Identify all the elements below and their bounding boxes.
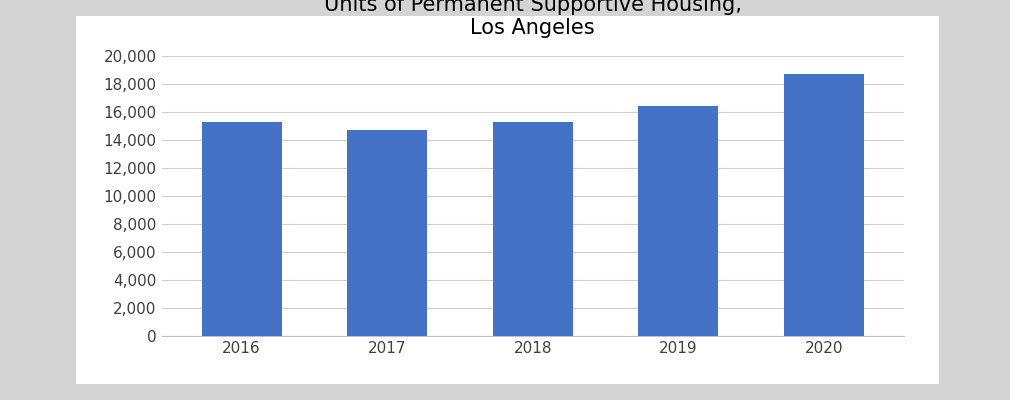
Bar <box>784 74 864 336</box>
Bar <box>347 130 427 336</box>
Bar <box>638 106 718 336</box>
Bar <box>493 122 573 336</box>
Title: Units of Permanent Supportive Housing,
Los Angeles: Units of Permanent Supportive Housing, L… <box>324 0 741 38</box>
Bar <box>202 122 282 336</box>
